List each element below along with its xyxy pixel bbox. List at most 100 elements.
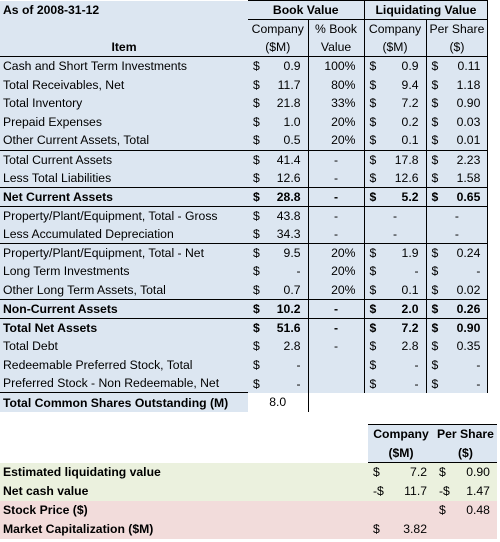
table-row: Prepaid Expenses $1.0 20% $0.2 $0.03 [0,112,489,132]
book-company-cell-symbol: $ [253,320,260,335]
per-share-cell-symbol: $ [431,59,439,74]
row-label: Less Total Liabilities [0,168,248,188]
row-label: Net Current Assets [0,186,248,207]
book-company-cell: $10.2 [248,299,308,319]
summary-company-unit: ($M) [368,443,434,463]
liq-company-cell-value: 0.2 [401,114,419,129]
book-company-cell: $11.7 [248,75,308,94]
book-company-cell-value: 2.8 [283,339,301,354]
row-label: Property/Plant/Equipment, Total - Gross [0,206,248,225]
per-share-cell: $0.03 [425,112,489,132]
liq-company-cell-symbol: $ [369,96,377,111]
liq-company-cell-symbol: $ [369,170,377,185]
book-company-cell-symbol: $ [253,357,260,372]
table-row: Cash and Short Term Investments $0.9 100% $… [0,56,489,76]
per-share-cell-value: 0.35 [456,339,481,354]
liq-company-cell-symbol: $ [369,339,377,354]
per-share-cell-value: 0.26 [456,301,481,316]
liq-company-cell: $9.4 [363,75,426,94]
book-company-cell-symbol: $ [253,114,260,129]
per-share-cell-value: - [476,264,481,279]
per-share-cell-symbol: $ [431,301,439,316]
book-company-cell-value: - [296,357,301,372]
pct-book-value-cell: - [307,317,364,337]
book-company-cell: $1.0 [248,112,308,132]
row-label: Preferred Stock - Non Redeemable, Net [0,374,248,393]
per-share-cell-value: 0.01 [456,133,481,148]
book-company-cell-symbol: $ [253,376,260,391]
book-company-cell-symbol: $ [253,264,260,279]
per-share-cell-value: - [476,376,481,391]
row-label: Redeemable Preferred Stock, Total [0,355,248,375]
liq-company-cell-symbol: $ [369,114,377,129]
book-company-cell-value: 0.7 [283,282,301,297]
book-company-cell-symbol: $ [253,133,260,148]
table-row: Less Total Liabilities $12.6- $12.6 $1.58 [0,168,489,188]
per-share-header: Per Share [425,18,489,38]
item-header: Item [0,37,248,58]
table-row: Long Term Investments $ -20% $ - $ - [0,262,489,281]
book-company-cell-symbol: $ [253,59,260,74]
summary-per-share-header: Per Share [434,424,497,444]
net-cash-per-share-value: 1.47 [466,484,490,498]
book-company-cell: $21.8 [248,93,308,113]
liq-company-cell-symbol: $ [369,152,377,167]
per-share-cell: $0.02 [425,280,489,300]
liq-company-unit: ($M) [363,37,426,58]
liq-company-cell: $2.8 [363,336,426,356]
book-company-cell-value: 10.2 [276,301,301,316]
liq-company-cell-symbol: $ [369,320,377,335]
table-row: Property/Plant/Equipment, Total - Net $9.… [0,242,489,263]
liquidating-value-header: Liquidating Value [363,0,489,20]
per-share-cell-value: 0.03 [456,114,481,129]
liq-company-cell-value: 1.9 [401,246,419,261]
pct-book-value-cell: 20% [307,112,364,132]
per-share-cell-value: 1.58 [456,170,481,185]
per-share-cell-value: 0.90 [456,320,481,335]
market-cap-symbol: $ [373,522,380,536]
summary-table: Company Per Share ($M) ($) Estimated liq… [0,424,497,539]
liq-company-cell: $2.0 [363,299,426,319]
per-share-cell [426,393,488,412]
row-label: Cash and Short Term Investments [0,56,248,76]
liq-company-cell-value: 0.1 [401,282,419,297]
per-share-cell: $0.11 [425,56,489,76]
book-company-cell-value: 1.0 [283,114,301,129]
row-label: Total Common Shares Outstanding (M) [0,392,248,412]
net-cash-company-value: 11.7 [404,484,427,498]
per-share-cell-value: 2.23 [456,152,481,167]
per-share-cell-symbol: $ [431,357,439,372]
book-company-cell-symbol: $ [253,77,260,92]
pct-book-value-cell: 20% [307,242,364,263]
row-label: Total Receivables, Net [0,75,248,94]
net-cash-value-row: Net cash value -$ 11.7 -$ 1.47 [0,481,497,501]
book-company-cell-symbol: $ [253,152,260,167]
per-share-cell: $ - [425,262,489,281]
liq-company-cell: $7.2 [363,93,426,113]
table-row: Preferred Stock - Non Redeemable, Net $ - $… [0,374,489,393]
per-share-cell: $0.01 [425,131,489,150]
stock-price-label: Stock Price ($) [0,500,368,520]
per-share-unit: ($) [425,37,489,58]
liq-company-cell: $0.1 [363,131,426,150]
table-row: Total Net Assets $51.6- $7.2 $0.90 [0,317,489,337]
per-share-cell-value: 0.65 [456,189,481,204]
per-share-cell-value: 1.18 [456,77,481,92]
book-company-cell: $0.7 [248,280,308,300]
liq-company-cell-symbol: $ [369,376,377,391]
book-company-cell: $0.9 [248,56,308,76]
book-company-cell: $ - [248,374,308,393]
summary-company-header: Company [368,424,434,444]
row-label: Property/Plant/Equipment, Total - Net [0,242,248,263]
per-share-cell-symbol: $ [431,152,439,167]
liq-company-cell: $ - [363,374,426,393]
table-row: Total Debt $2.8- $2.8 $0.35 [0,336,489,356]
pct-value-header: Value [307,37,364,58]
book-company-cell-value: 9.5 [283,246,301,261]
liq-company-cell: $0.1 [363,280,426,300]
estimated-company-symbol: $ [373,465,380,480]
table-row: Total Common Shares Outstanding (M) 8.0 [0,392,488,412]
book-company-cell-value: 34.3 [276,226,301,241]
book-company-cell-value: 43.8 [276,208,301,223]
estimated-company-value: 7.2 [410,465,427,480]
